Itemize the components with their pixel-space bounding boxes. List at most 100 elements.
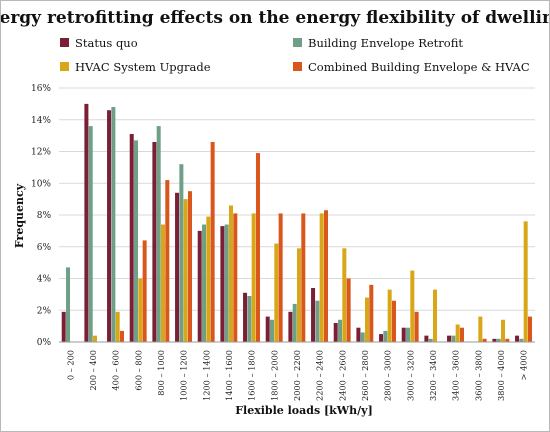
bar-status-quo-2400-2600	[333, 322, 338, 342]
x-tick-label-2800-3000: 2800 – 3000	[383, 350, 393, 401]
bar-combined-building-envelope-hvac-2800-3000	[391, 300, 396, 342]
bar-hvac-system-upgrade-3400-3600	[455, 324, 460, 342]
bar-combined-building-envelope-hvac-400-600	[119, 330, 124, 342]
bar-building-envelope-retrofit-2200-2400	[315, 300, 320, 342]
bar-hvac-system-upgrade-600-800	[138, 278, 143, 342]
bar-building-envelope-retrofit-1200-1400	[202, 224, 207, 342]
legend-swatch-combined	[293, 62, 302, 71]
y-tick-label-14: 14%	[31, 116, 51, 126]
y-tick-label-16: 16%	[31, 84, 51, 94]
bar-status-quo-400-600	[107, 110, 112, 342]
legend-swatch-building-envelope	[293, 38, 302, 47]
y-tick-label-4: 4%	[37, 275, 52, 285]
x-tick-label-3400-3600: 3400 – 3600	[451, 350, 461, 401]
bar-status-quo-3200-3400	[424, 335, 429, 342]
bar-hvac-system-upgrade-1400-1600	[229, 205, 234, 342]
bar-hvac-system-upgrade-400-600	[115, 311, 120, 342]
bar-hvac-system-upgrade-3200-3400	[433, 289, 438, 342]
bar-building-envelope-retrofit-3800-4000	[496, 338, 501, 342]
bar-combined-building-envelope-hvac-3800-4000	[505, 338, 510, 342]
bar-hvac-system-upgrade-1800-2000	[274, 243, 279, 342]
legend: Status quo Building Envelope Retrofit HV…	[60, 36, 530, 74]
bar-building-envelope-retrofit-3000-3200	[406, 327, 411, 342]
bar-hvac-system-upgrade-2800-3000	[387, 289, 392, 342]
bar-status-quo-800-1000	[152, 141, 157, 342]
x-tick-label-2200-2400: 2200 – 2400	[315, 350, 325, 401]
x-tick-label-1000-1200: 1000 – 1200	[179, 350, 189, 401]
x-tick-label-3800-4000: 3800 – 4000	[496, 350, 506, 401]
bar-hvac-system-upgrade-3600-3800	[478, 316, 483, 342]
bars	[61, 103, 532, 342]
bar-status-quo-1200-1400	[197, 230, 202, 342]
bar-combined-building-envelope-hvac-2200-2400	[323, 210, 328, 342]
y-tick-label-8: 8%	[37, 211, 52, 221]
y-tick-label-10: 10%	[31, 179, 51, 189]
bar-hvac-system-upgrade-4000	[523, 221, 528, 342]
bar-combined-building-envelope-hvac-2400-2600	[346, 278, 351, 342]
bar-combined-building-envelope-hvac-1000-1200	[187, 191, 192, 342]
y-tick-label-6: 6%	[37, 243, 52, 253]
legend-label-hvac: HVAC System Upgrade	[75, 60, 211, 74]
bar-hvac-system-upgrade-800-1000	[161, 224, 166, 342]
bar-status-quo-2800-3000	[379, 334, 384, 342]
bar-status-quo-3800-4000	[492, 338, 497, 342]
x-tick-label-800-1000: 800 – 1000	[156, 350, 166, 396]
bar-status-quo-1800-2000	[265, 316, 270, 342]
bar-hvac-system-upgrade-2600-2800	[365, 297, 370, 342]
bar-combined-building-envelope-hvac-3000-3200	[414, 311, 419, 342]
y-axis-label: Frequency	[13, 183, 26, 248]
legend-label-combined: Combined Building Envelope & HVAC	[308, 60, 530, 74]
bar-hvac-system-upgrade-3800-4000	[501, 319, 506, 342]
legend-swatch-status-quo	[60, 38, 69, 47]
bar-combined-building-envelope-hvac-2000-2200	[301, 213, 306, 342]
bar-combined-building-envelope-hvac-800-1000	[165, 180, 170, 342]
bar-hvac-system-upgrade-1200-1400	[206, 216, 211, 342]
x-tick-label-3200-3400: 3200 – 3400	[428, 350, 438, 401]
x-tick-label-3000-3200: 3000 – 3200	[405, 350, 415, 401]
bar-building-envelope-retrofit-2800-3000	[383, 330, 388, 342]
y-tick-label-0: 0%	[37, 338, 52, 348]
bar-status-quo-1000-1200	[175, 192, 180, 342]
bar-hvac-system-upgrade-2200-2400	[319, 213, 324, 342]
bar-building-envelope-retrofit-600-800	[134, 140, 139, 342]
x-tick-label-1800-2000: 1800 – 2000	[269, 350, 279, 401]
bar-combined-building-envelope-hvac-4000	[527, 316, 532, 342]
x-tick-label-1400-1600: 1400 – 1600	[224, 350, 234, 401]
bar-status-quo-200-400	[84, 103, 89, 342]
bar-combined-building-envelope-hvac-1400-1600	[233, 213, 238, 342]
bar-building-envelope-retrofit-1000-1200	[179, 164, 184, 342]
x-tick-label-1600-1800: 1600 – 1800	[247, 350, 257, 401]
bar-status-quo-4000	[515, 335, 520, 342]
x-tick-label-2400-2600: 2400 – 2600	[337, 350, 347, 401]
x-tick-label-1200-1400: 1200 – 1400	[201, 350, 211, 401]
bar-building-envelope-retrofit-2600-2800	[360, 332, 365, 342]
bar-building-envelope-retrofit-1400-1600	[224, 224, 229, 342]
chart-title: Energy retrofitting effects on the energ…	[1, 8, 549, 28]
bar-status-quo-3000-3200	[401, 327, 406, 342]
bar-combined-building-envelope-hvac-600-800	[142, 240, 147, 342]
bar-status-quo-3400-3600	[447, 335, 452, 342]
y-axis-ticks: 0% 2% 4% 6% 8% 10% 12% 14% 16%	[31, 84, 51, 348]
bar-hvac-system-upgrade-2400-2600	[342, 248, 347, 342]
bar-status-quo-2600-2800	[356, 327, 361, 342]
bar-combined-building-envelope-hvac-1800-2000	[278, 213, 283, 342]
bar-status-quo-2200-2400	[311, 288, 316, 342]
bar-combined-building-envelope-hvac-2600-2800	[369, 284, 374, 342]
legend-label-building-envelope: Building Envelope Retrofit	[308, 36, 463, 50]
bar-hvac-system-upgrade-2000-2200	[297, 248, 302, 342]
bar-building-envelope-retrofit-2000-2200	[292, 303, 297, 342]
bar-building-envelope-retrofit-400-600	[111, 107, 116, 342]
y-tick-label-2: 2%	[37, 306, 52, 316]
bar-combined-building-envelope-hvac-1600-1800	[255, 153, 260, 342]
bar-status-quo-1400-1600	[220, 226, 225, 342]
legend-label-status-quo: Status quo	[75, 36, 138, 50]
x-axis-ticks: 0 – 200 200 – 400 400 – 600 600 – 800 800 – …	[65, 350, 528, 401]
bar-status-quo-600-800	[129, 134, 134, 342]
bar-building-envelope-retrofit-3200-3400	[428, 338, 433, 342]
bar-hvac-system-upgrade-3000-3200	[410, 270, 415, 342]
x-tick-label-4000: > 4000	[519, 350, 529, 380]
bar-status-quo-2000-2200	[288, 311, 293, 342]
x-axis-label: Flexible loads [kWh/y]	[235, 404, 373, 417]
